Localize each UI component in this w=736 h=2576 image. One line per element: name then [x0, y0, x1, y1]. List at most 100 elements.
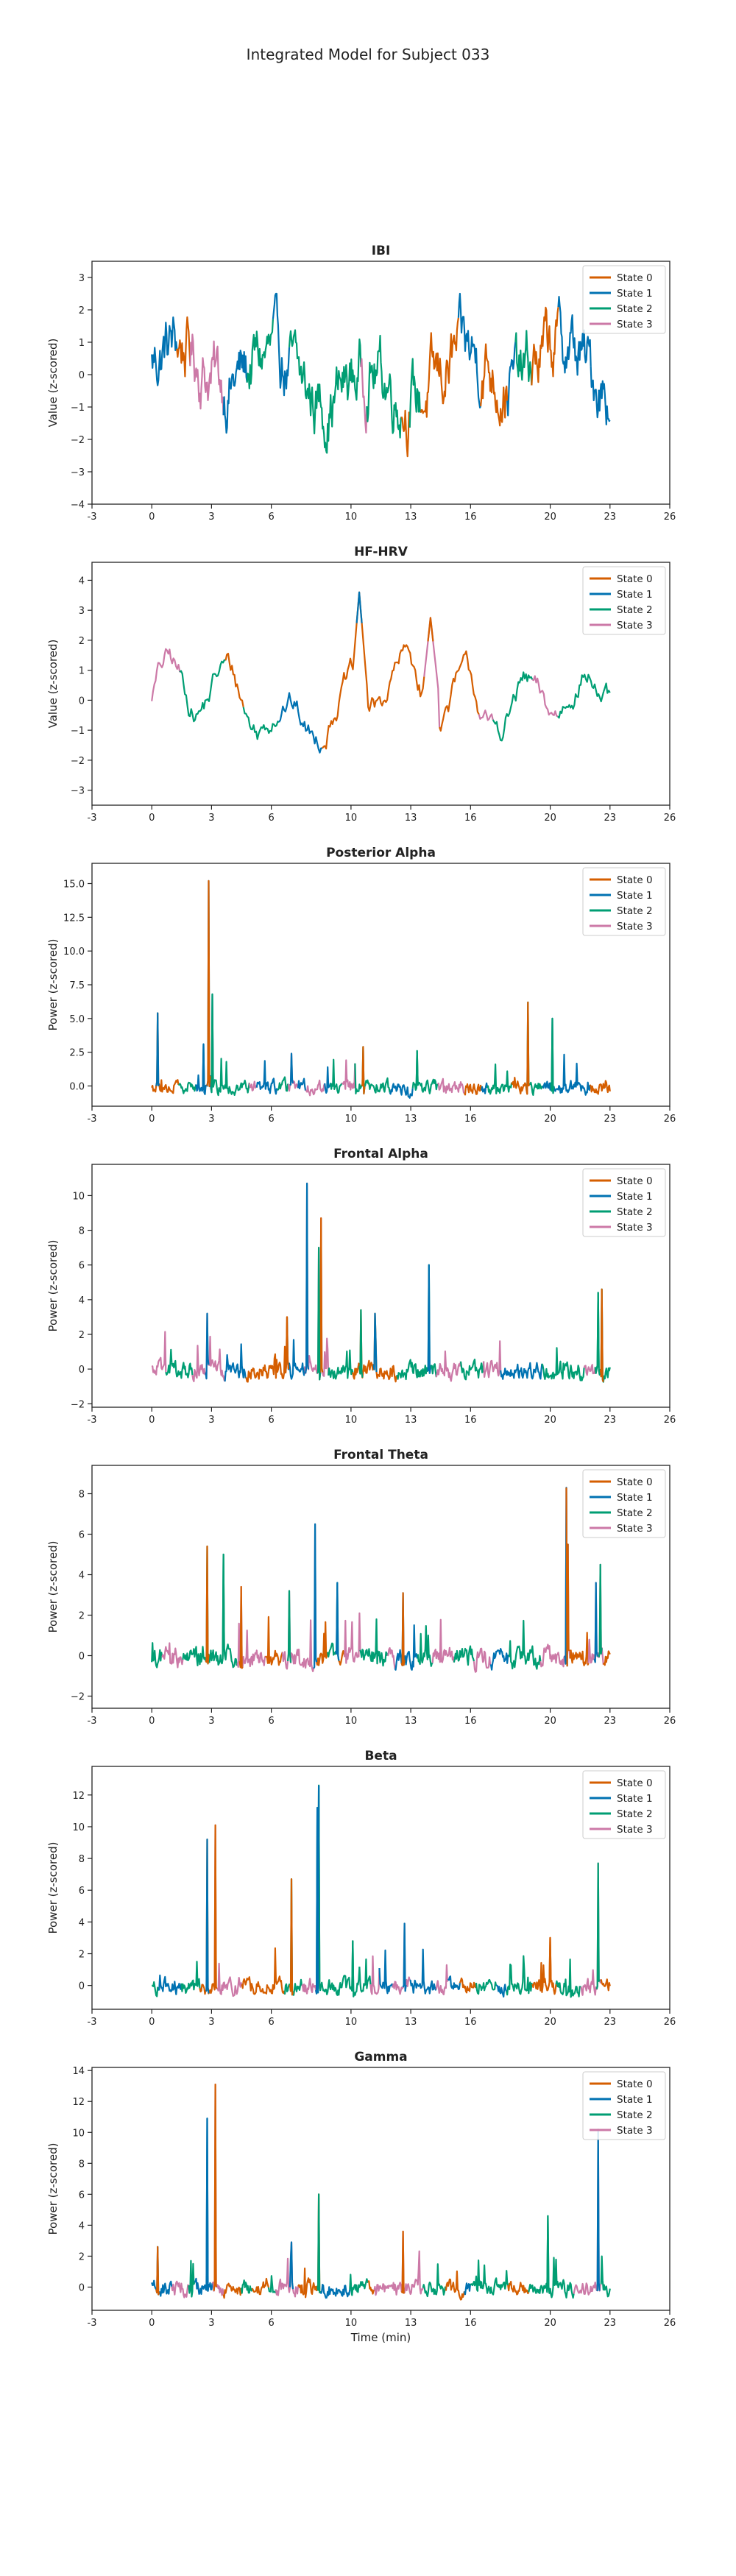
series-segment-state-2: [486, 1064, 513, 1095]
series-segment-state-1: [593, 1582, 598, 1663]
series-segment-state-3: [275, 2241, 300, 2298]
series-segment-state-2: [555, 1958, 581, 1998]
series-segment-state-2: [408, 358, 422, 428]
legend-box: [582, 1469, 666, 1538]
y-tick-label: −2: [71, 1399, 85, 1410]
x-tick-label: 16: [464, 2318, 477, 2329]
y-tick-label: 2: [79, 1950, 85, 1961]
series-segment-state-0: [297, 2284, 305, 2296]
x-tick-label: -3: [88, 512, 97, 523]
series-segment-state-1: [313, 1523, 318, 1669]
legend-label: State 0: [617, 1777, 653, 1789]
series-segment-state-0: [599, 1288, 604, 1382]
series-segment-state-3: [304, 1182, 330, 1381]
series-segment-state-1: [463, 2282, 472, 2296]
panel-title: IBI: [372, 244, 391, 258]
series-segment-state-2: [316, 1247, 322, 1381]
x-tick-label: 23: [604, 512, 617, 523]
x-tick-label: 13: [405, 1415, 417, 1426]
legend-box: [582, 1770, 666, 1839]
series-segment-state-0: [284, 1316, 290, 1373]
series-segment-state-1: [372, 1312, 378, 1373]
x-tick-label: 20: [544, 512, 556, 523]
y-tick-label: 0: [79, 370, 85, 381]
legend-label: State 3: [617, 1222, 653, 1234]
x-tick-label: 3: [208, 1716, 214, 1727]
legend-label: State 0: [617, 573, 653, 585]
series-segment-state-3: [281, 1590, 308, 1670]
series-segment-state-2: [179, 659, 226, 723]
y-axis-label: Value (z-scored): [46, 339, 60, 428]
x-tick-label: 16: [464, 512, 477, 523]
series-segment-state-2: [412, 1264, 437, 1379]
plot-frame: [91, 2067, 670, 2311]
series-segment-state-0: [316, 1621, 329, 1666]
y-tick-label: 14: [72, 2066, 85, 2077]
y-tick-label: 6: [79, 2190, 85, 2201]
series-segment-state-0: [420, 332, 444, 418]
series-segment-state-1: [394, 1592, 419, 1671]
series-segment-state-0: [400, 2230, 406, 2294]
series-segment-state-0: [265, 1616, 283, 1666]
series-segment-state-2: [350, 1940, 355, 1998]
y-tick-label: 0: [79, 1981, 85, 1992]
y-tick-label: 3: [79, 606, 85, 617]
series-segment-state-2: [506, 1963, 516, 1996]
series-segment-state-2: [528, 2283, 537, 2294]
series-segment-state-3: [189, 333, 201, 403]
series-segment-state-2: [598, 1563, 603, 1657]
x-tick-label: 20: [544, 1716, 556, 1727]
data-lines: [151, 2084, 611, 2301]
y-tick-label: 10: [72, 1822, 85, 1833]
series-segment-state-2: [601, 1367, 611, 1383]
y-tick-label: 12.5: [63, 913, 85, 924]
series-segment-state-1: [155, 1012, 160, 1086]
series-segment-state-1: [481, 1082, 489, 1094]
series-segment-state-0: [427, 617, 434, 642]
legend-label: State 2: [617, 1808, 653, 1820]
x-tick-label: 23: [604, 1716, 617, 1727]
data-lines: [151, 292, 611, 458]
x-tick-label: 3: [208, 2318, 214, 2329]
legend-label: State 3: [617, 921, 653, 933]
x-tick-label: 6: [268, 1716, 274, 1727]
series-segment-state-3: [437, 1078, 446, 1093]
legend: State 0 State 1 State 2 State 3: [582, 2071, 666, 2140]
series-segment-state-3: [344, 1612, 361, 1664]
legend-label: State 3: [617, 319, 653, 330]
series-segment-state-1: [573, 329, 592, 376]
series-segment-state-2: [470, 2260, 498, 2296]
x-tick-label: 26: [664, 1114, 676, 1125]
series-segment-state-2: [328, 1349, 354, 1380]
legend-label: State 3: [617, 620, 653, 631]
x-tick-label: 10: [345, 2318, 358, 2329]
series-segment-state-0: [511, 1077, 528, 1094]
x-tick-label: 10: [345, 1114, 358, 1125]
legend-box: [582, 2071, 666, 2140]
x-tick-label: 13: [405, 1716, 417, 1727]
y-tick-label: 12: [72, 2097, 85, 2108]
x-tick-label: 16: [464, 1415, 477, 1426]
x-tick-label: 0: [149, 1716, 155, 1727]
series-segment-state-0: [267, 1317, 289, 1379]
legend-label: State 0: [617, 2078, 653, 2090]
panel-1: HF-HRV-3 0 3 6 10 13 16 20 23 26−3−2−101234Value …: [46, 545, 676, 824]
series-segment-state-2: [267, 2275, 277, 2293]
y-axis-label: Power (z-scored): [46, 2143, 60, 2235]
series-segment-state-3: [191, 1312, 220, 1382]
x-tick-label: 10: [345, 1716, 358, 1727]
panel-title: HF-HRV: [354, 545, 408, 559]
y-tick-label: 2: [79, 2251, 85, 2262]
series-segment-state-0: [205, 1545, 210, 1665]
y-tick-label: 0: [79, 2282, 85, 2293]
legend-label: State 0: [617, 272, 653, 284]
x-tick-label: -3: [88, 1114, 97, 1125]
y-tick-label: −2: [71, 756, 85, 767]
legend: State 0 State 1 State 2 State 3: [582, 1770, 666, 1839]
series-segment-state-2: [188, 2260, 196, 2298]
series-segment-state-2: [325, 366, 342, 454]
y-tick-label: 2: [79, 1330, 85, 1341]
series-segment-state-2: [557, 673, 605, 719]
series-segment-state-2: [165, 1348, 173, 1376]
y-tick-label: 12: [72, 1791, 85, 1802]
